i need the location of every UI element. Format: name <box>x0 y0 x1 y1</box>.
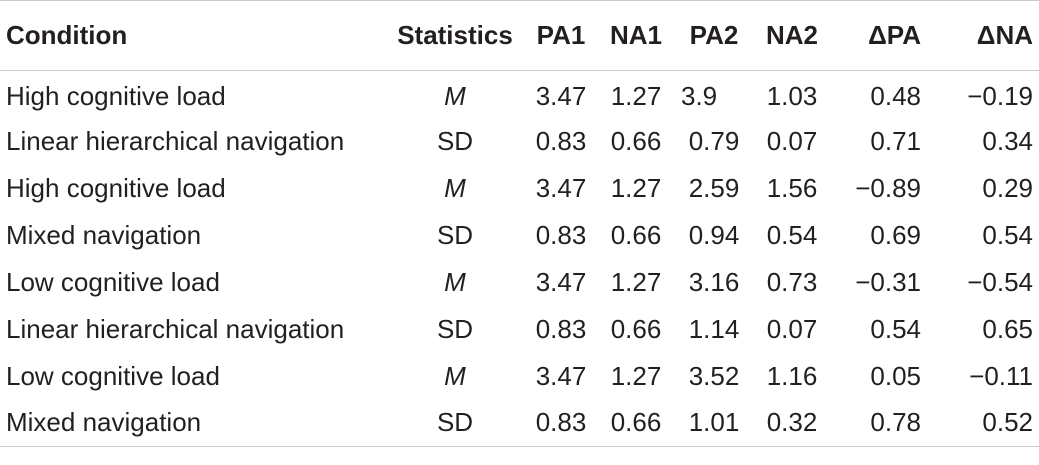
cell-pa1: 0.83 <box>535 313 587 344</box>
table-row: Mixed navigation SD 0.83 0.66 1.01 0.32 … <box>0 399 1039 447</box>
cell-pa1: 3.47 <box>535 172 587 203</box>
cell-pa1: 0.83 <box>525 399 597 447</box>
header-pa2: PA2 <box>675 0 753 71</box>
cell-condition: High cognitive load <box>6 172 226 203</box>
cell-delta-na: 0.54 <box>982 219 1033 250</box>
cell-na1: 1.27 <box>610 360 662 391</box>
cell-delta-pa: 0.48 <box>870 80 921 111</box>
cell-na2: 0.73 <box>766 266 818 297</box>
cell-na2: 1.03 <box>766 80 818 111</box>
cell-statistic: M <box>444 172 466 203</box>
cell-pa2: 3.9 <box>681 80 718 111</box>
cell-na2: 0.32 <box>753 399 831 447</box>
cell-na2: 1.16 <box>766 360 818 391</box>
cell-delta-na: −0.19 <box>967 80 1033 111</box>
cell-condition: Mixed navigation <box>6 219 202 250</box>
cell-statistic: M <box>444 80 466 111</box>
table-row: Linear hierarchical navigation SD 0.83 0… <box>0 306 1039 353</box>
cell-na2: 0.54 <box>766 219 818 250</box>
cell-statistic: SD <box>436 219 474 250</box>
header-row: Condition Statistics PA1 NA1 PA2 NA2 ΔPA… <box>0 0 1039 71</box>
cell-delta-na: −0.54 <box>967 266 1033 297</box>
cell-condition: Linear hierarchical navigation <box>6 313 345 344</box>
cell-statistic: M <box>444 266 466 297</box>
cell-pa2: 2.59 <box>688 172 740 203</box>
table-row: High cognitive load M 3.47 1.27 3.9 1.03… <box>0 71 1039 118</box>
cell-condition: Low cognitive load <box>6 360 220 391</box>
cell-delta-pa: −0.89 <box>855 172 921 203</box>
cell-delta-pa: 0.54 <box>870 313 921 344</box>
cell-pa2: 1.14 <box>688 313 740 344</box>
cell-condition: Mixed navigation <box>0 399 385 447</box>
cell-pa1: 0.83 <box>535 219 587 250</box>
cell-pa1: 3.47 <box>535 360 587 391</box>
cell-pa1: 0.83 <box>535 125 587 156</box>
cell-delta-pa: 0.78 <box>831 399 927 447</box>
cell-pa2: 0.79 <box>688 125 740 156</box>
cell-pa2: 0.94 <box>688 219 740 250</box>
cell-delta-pa: −0.31 <box>855 266 921 297</box>
cell-pa2: 1.01 <box>675 399 753 447</box>
cell-delta-na: 0.65 <box>982 313 1033 344</box>
table-row: Low cognitive load M 3.47 1.27 3.52 1.16… <box>0 353 1039 400</box>
table-header: Condition Statistics PA1 NA1 PA2 NA2 ΔPA… <box>0 0 1039 71</box>
cell-delta-na: 0.34 <box>982 125 1033 156</box>
cell-na2: 1.56 <box>766 172 818 203</box>
header-na1: NA1 <box>597 0 675 71</box>
table-row: Mixed navigation SD 0.83 0.66 0.94 0.54 … <box>0 212 1039 259</box>
cell-statistic: SD <box>436 125 474 156</box>
cell-statistic: M <box>444 360 466 391</box>
header-delta-pa: ΔPA <box>831 0 927 71</box>
cell-delta-na: 0.29 <box>982 172 1033 203</box>
cell-na1: 1.27 <box>610 172 662 203</box>
cell-delta-pa: 0.05 <box>870 360 921 391</box>
cell-delta-na: 0.52 <box>927 399 1039 447</box>
cell-na1: 0.66 <box>610 313 662 344</box>
header-delta-na: ΔNA <box>927 0 1039 71</box>
cell-na2: 0.07 <box>766 125 818 156</box>
cell-condition: Low cognitive load <box>6 266 220 297</box>
table-row: Low cognitive load M 3.47 1.27 3.16 0.73… <box>0 259 1039 306</box>
cell-statistic: SD <box>436 313 474 344</box>
cell-condition: High cognitive load <box>6 80 226 111</box>
cell-delta-pa: 0.71 <box>870 125 921 156</box>
cell-na1: 0.66 <box>610 125 662 156</box>
cell-pa2: 3.52 <box>688 360 740 391</box>
cell-na1: 1.27 <box>610 80 662 111</box>
header-pa1: PA1 <box>525 0 597 71</box>
cell-na1: 0.66 <box>610 219 662 250</box>
cell-delta-pa: 0.69 <box>870 219 921 250</box>
cell-na1: 1.27 <box>610 266 662 297</box>
cell-condition: Linear hierarchical navigation <box>6 125 345 156</box>
table-body: High cognitive load M 3.47 1.27 3.9 1.03… <box>0 71 1039 447</box>
header-statistics: Statistics <box>385 0 525 71</box>
cell-pa1: 3.47 <box>535 266 587 297</box>
cell-statistic: SD <box>385 399 525 447</box>
cell-na1: 0.66 <box>597 399 675 447</box>
table-row: Linear hierarchical navigation SD 0.83 0… <box>0 118 1039 165</box>
cell-pa1: 3.47 <box>535 80 587 111</box>
cell-delta-na: −0.11 <box>969 360 1033 391</box>
table-row: High cognitive load M 3.47 1.27 2.59 1.5… <box>0 165 1039 212</box>
statistics-table: Condition Statistics PA1 NA1 PA2 NA2 ΔPA… <box>0 0 1039 447</box>
header-condition: Condition <box>0 0 385 71</box>
header-na2: NA2 <box>753 0 831 71</box>
cell-na2: 0.07 <box>766 313 818 344</box>
cell-pa2: 3.16 <box>688 266 740 297</box>
